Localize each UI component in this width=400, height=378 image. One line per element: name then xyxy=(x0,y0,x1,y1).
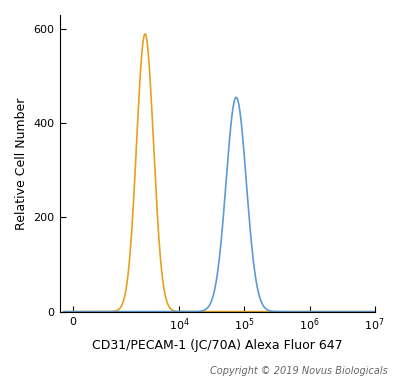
Text: Copyright © 2019 Novus Biologicals: Copyright © 2019 Novus Biologicals xyxy=(210,366,388,376)
Y-axis label: Relative Cell Number: Relative Cell Number xyxy=(15,97,28,229)
X-axis label: CD31/PECAM-1 (JC/70A) Alexa Fluor 647: CD31/PECAM-1 (JC/70A) Alexa Fluor 647 xyxy=(92,339,342,352)
